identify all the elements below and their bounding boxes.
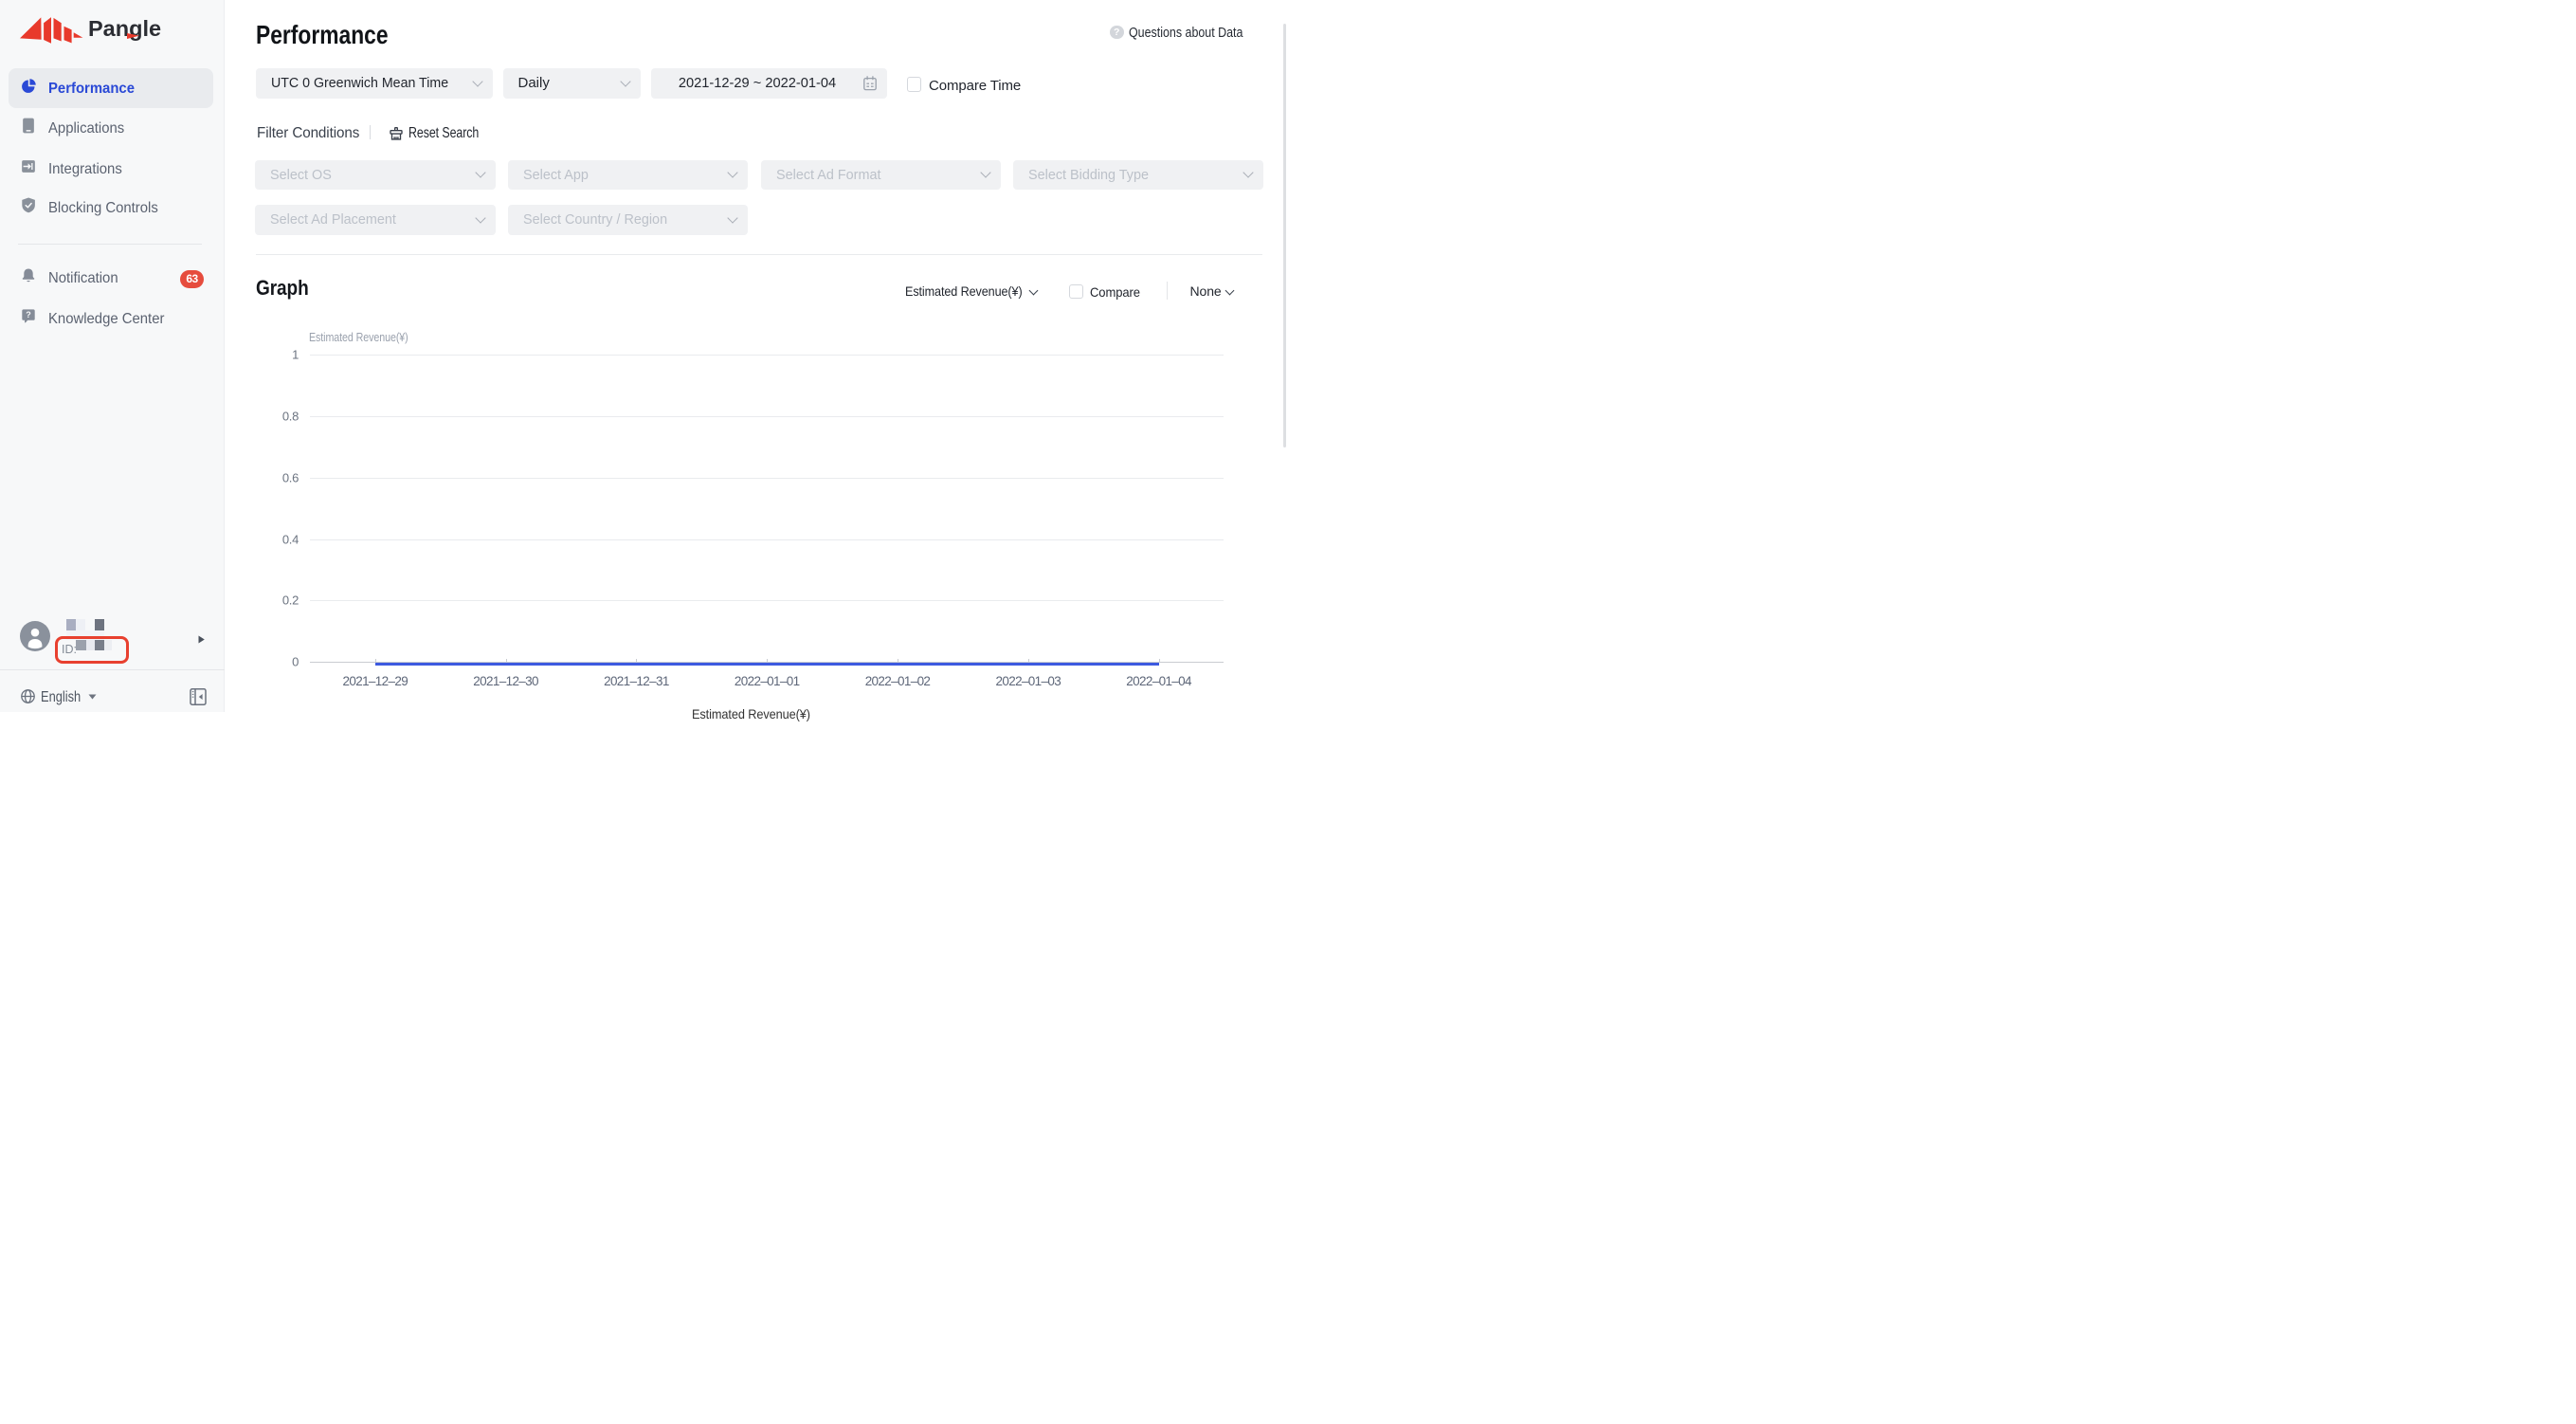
svg-text:?: ?	[26, 310, 31, 319]
